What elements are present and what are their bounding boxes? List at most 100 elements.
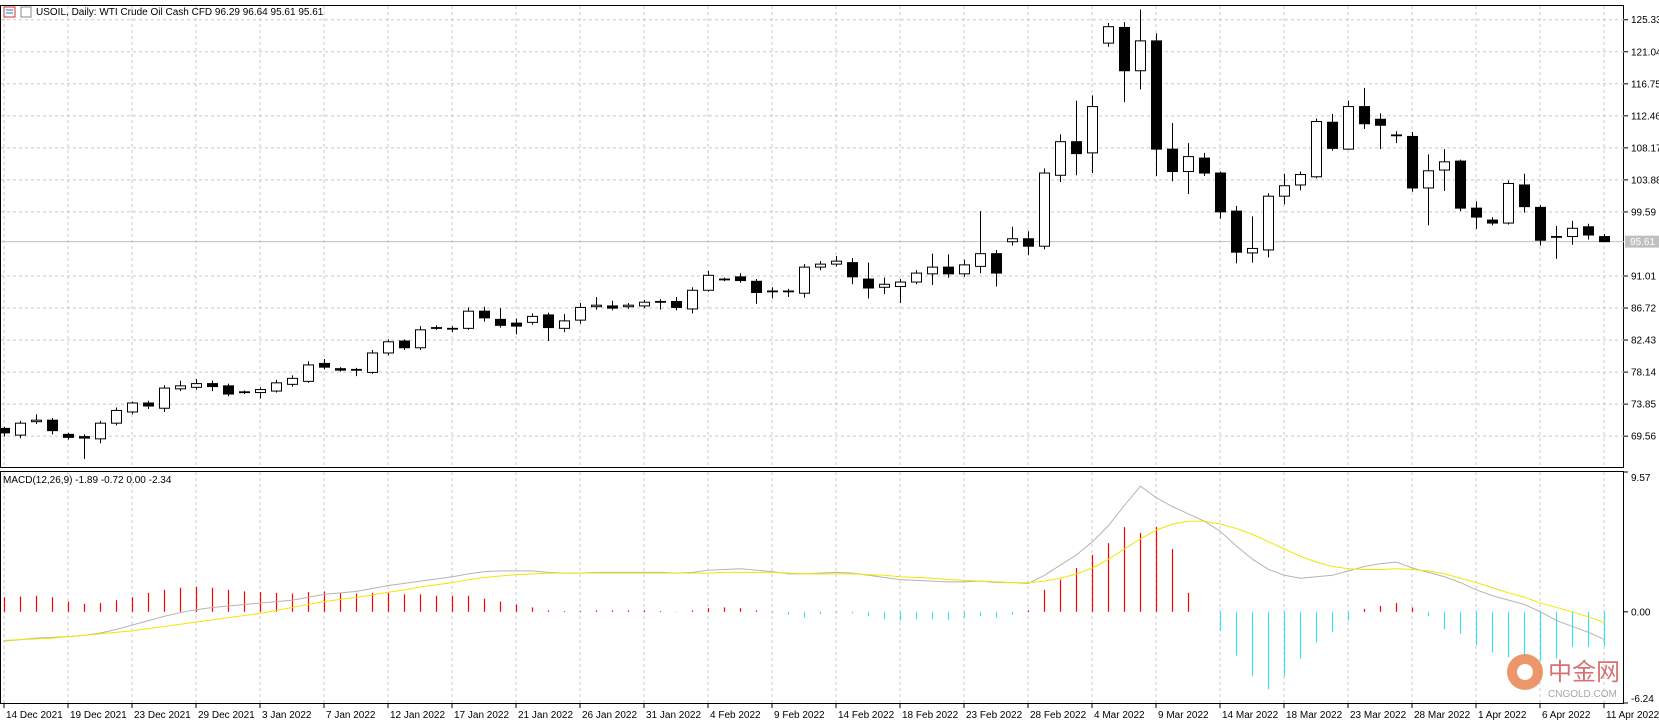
candle-body [1487, 219, 1498, 224]
candle-body [847, 262, 858, 278]
candle-body [975, 253, 986, 267]
candle-body [1551, 236, 1562, 238]
candle-body [63, 433, 74, 438]
candle-body [1327, 121, 1338, 149]
x-tick-label: 28 Feb 2022 [1030, 710, 1087, 721]
candle-body [303, 364, 314, 382]
candle-body [607, 305, 618, 309]
candle-body [623, 304, 634, 308]
candle-body [1439, 161, 1450, 171]
candle-body [943, 266, 954, 275]
last-price-label: 95.61 [1630, 237, 1655, 248]
candle-body [1071, 141, 1082, 155]
y-tick-label: 73.85 [1631, 400, 1656, 411]
candle-body [447, 327, 458, 330]
x-tick-label: 19 Dec 2021 [70, 710, 127, 721]
candle-body [879, 283, 890, 288]
candle-body [1055, 141, 1066, 176]
candle-body [1455, 160, 1466, 209]
candle-body [1151, 40, 1162, 150]
candle-body [687, 289, 698, 310]
candle-body [1119, 26, 1130, 72]
candle-body [1391, 134, 1402, 137]
candle-body [671, 300, 682, 308]
candle-body [319, 362, 330, 368]
x-tick-label: 9 Feb 2022 [774, 710, 825, 721]
candle-body [815, 263, 826, 268]
candle-body [1231, 210, 1242, 253]
candle-body [1407, 135, 1418, 189]
candle-body [1263, 195, 1274, 251]
watermark-site: CNGOLD.COM [1548, 689, 1617, 700]
price-panel [0, 5, 1624, 468]
x-tick-label: 18 Mar 2022 [1286, 710, 1343, 721]
candle-body [655, 300, 666, 303]
candle-body [1503, 182, 1514, 224]
candle-body [1103, 26, 1114, 44]
macd-line [4, 485, 1605, 642]
candle-body [1199, 157, 1210, 174]
candle-body [335, 368, 346, 371]
x-tick-label: 21 Jan 2022 [518, 710, 573, 721]
candle-body [143, 402, 154, 407]
x-tick-label: 1 Apr 2022 [1478, 710, 1527, 721]
candle-body [287, 377, 298, 385]
watermark-name: 中金网 [1548, 658, 1620, 686]
x-tick-label: 4 Feb 2022 [710, 710, 761, 721]
y-tick-label: 103.88 [1631, 175, 1659, 186]
x-tick-label: 4 Mar 2022 [1094, 710, 1145, 721]
candle-body [1007, 238, 1018, 243]
y-tick-label: -6.24 [1631, 694, 1654, 705]
candle-body [495, 318, 506, 326]
candle-body [159, 387, 170, 409]
candle-body [911, 272, 922, 283]
last-price-box [1625, 235, 1659, 248]
y-tick-label: 99.59 [1631, 207, 1656, 218]
y-tick-label: 91.01 [1631, 271, 1656, 282]
x-tick-label: 6 Apr 2022 [1542, 710, 1591, 721]
marks: 95.61 [0, 9, 1659, 690]
x-tick-label: 3 Jan 2022 [262, 710, 312, 721]
candle-body [1023, 238, 1034, 247]
y-tick-label: 9.57 [1631, 473, 1651, 484]
chart-title: USOIL, Daily: WTI Crude Oil Cash CFD 96.… [36, 7, 324, 18]
x-tick-label: 29 Dec 2021 [198, 710, 255, 721]
y-tick-label: 78.14 [1631, 368, 1656, 379]
candle-body [111, 409, 122, 424]
candle-body [703, 274, 714, 291]
candle-body [15, 422, 26, 436]
y-tick-label: 86.72 [1631, 304, 1656, 315]
x-tick-label: 14 Feb 2022 [838, 710, 895, 721]
y-tick-label: 121.04 [1631, 47, 1659, 58]
x-tick-label: 23 Mar 2022 [1350, 710, 1407, 721]
candle-body [1215, 172, 1226, 213]
candle-body [479, 310, 490, 319]
candle-body [799, 266, 810, 294]
y-tick-label: 108.17 [1631, 143, 1659, 154]
candle-body [831, 260, 842, 265]
y-tick-label: 112.46 [1631, 111, 1659, 122]
candle-body [959, 264, 970, 275]
candle-body [511, 322, 522, 327]
x-tick-label: 14 Mar 2022 [1222, 710, 1279, 721]
candle-body [239, 391, 250, 394]
candle-body [1423, 170, 1434, 189]
y-tick-label: 69.56 [1631, 432, 1656, 443]
y-tick-label: 0.00 [1631, 607, 1651, 618]
candle-body [431, 327, 442, 329]
candle-body [1375, 118, 1386, 126]
candle-body [991, 253, 1002, 274]
x-tick-label: 23 Dec 2021 [134, 710, 191, 721]
candle-body [1135, 40, 1146, 72]
macd-panel [0, 471, 1624, 704]
x-tick-label: 26 Jan 2022 [582, 710, 637, 721]
candle-body [79, 436, 90, 439]
candle-body [127, 402, 138, 413]
x-tick-label: 11 Apr 2022 [1606, 710, 1659, 721]
candle-body [751, 280, 762, 294]
candle-body [1183, 156, 1194, 173]
candle-body [1167, 148, 1178, 173]
candle-body [1359, 106, 1370, 125]
y-tick-label: 125.33 [1631, 15, 1659, 26]
